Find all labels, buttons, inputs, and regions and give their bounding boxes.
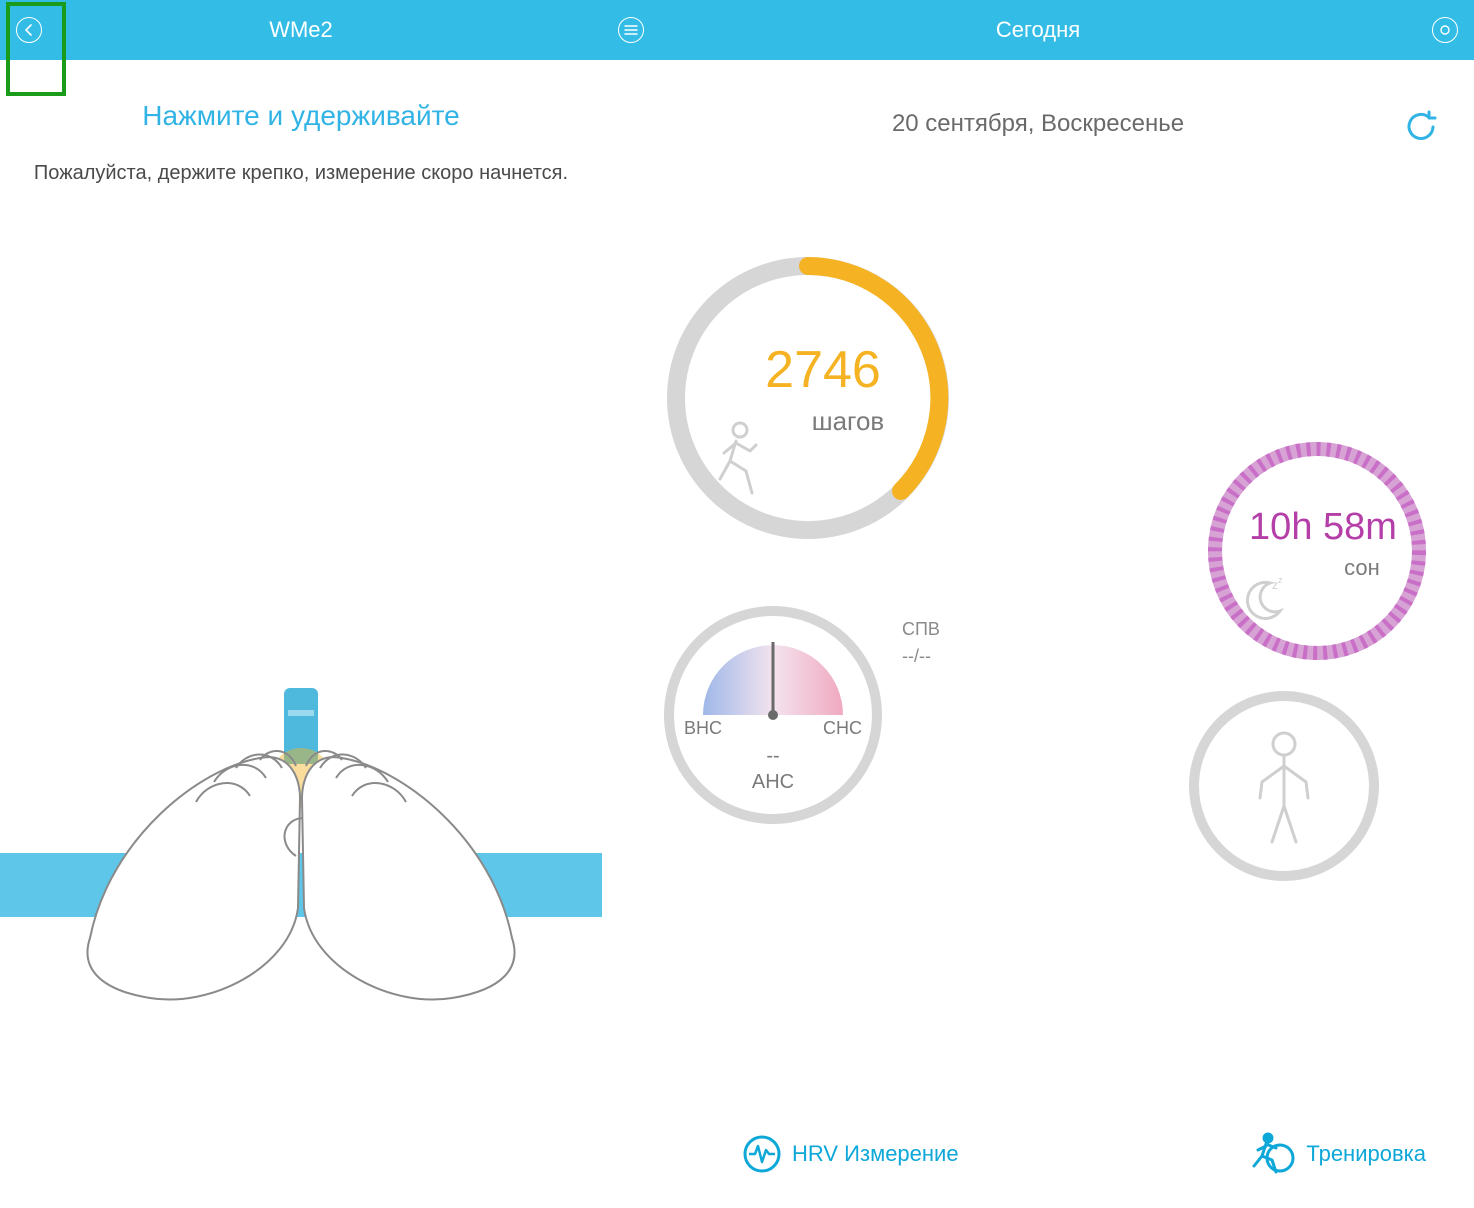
spw-block: СПВ --/-- bbox=[902, 616, 940, 670]
record-button[interactable] bbox=[1430, 15, 1460, 45]
header-title: Сегодня bbox=[996, 17, 1080, 43]
gauge-ans-label: АНС bbox=[658, 771, 888, 794]
moon-icon: z z bbox=[1236, 575, 1288, 632]
hrv-measure-button[interactable]: HRV Измерение bbox=[742, 1134, 959, 1174]
sleep-unit: сон bbox=[1344, 555, 1380, 581]
steps-unit: шагов bbox=[812, 406, 885, 437]
walk-icon bbox=[706, 421, 768, 504]
hrv-label: HRV Измерение bbox=[792, 1141, 959, 1167]
svg-text:z: z bbox=[1278, 575, 1283, 585]
gauge-value: -- bbox=[658, 745, 888, 768]
running-icon bbox=[1250, 1132, 1296, 1176]
spw-label: СПВ bbox=[902, 616, 940, 643]
date-row: 20 сентября, Воскресенье bbox=[602, 110, 1474, 138]
header-title: WMe2 bbox=[269, 17, 333, 43]
steps-card[interactable]: 2746 шагов bbox=[658, 248, 958, 548]
gauge-vns-label: ВНС bbox=[684, 718, 722, 739]
header-left: WMe2 bbox=[0, 0, 602, 60]
hands-illustration bbox=[0, 648, 602, 1068]
screen-dashboard: Сегодня 20 сентября, Воскресенье 2746 ша… bbox=[602, 0, 1474, 1208]
menu-button[interactable] bbox=[616, 15, 646, 45]
bottom-bar: HRV Измерение Тренировка bbox=[602, 1124, 1474, 1184]
training-label: Тренировка bbox=[1306, 1141, 1426, 1167]
tutorial-highlight-box bbox=[6, 2, 66, 96]
spw-value: --/-- bbox=[902, 643, 940, 670]
sleep-value: 10h 58m bbox=[1249, 506, 1397, 549]
date-label: 20 сентября, Воскресенье bbox=[892, 110, 1184, 138]
target-icon bbox=[1432, 17, 1458, 43]
ans-gauge bbox=[658, 600, 888, 830]
instruction-subtitle: Пожалуйста, держите крепко, измерение ск… bbox=[0, 158, 602, 188]
ans-gauge-card[interactable]: ВНС СНС -- АНС bbox=[658, 600, 888, 830]
menu-icon bbox=[618, 17, 644, 43]
body-ring-svg bbox=[1184, 686, 1384, 886]
steps-value: 2746 bbox=[765, 340, 881, 400]
instruction-title: Нажмите и удерживайте bbox=[0, 100, 602, 132]
training-button[interactable]: Тренировка bbox=[1250, 1132, 1426, 1176]
hrv-icon bbox=[742, 1134, 782, 1174]
body-card[interactable] bbox=[1184, 686, 1384, 886]
dashboard-area: 2746 шагов bbox=[602, 138, 1474, 1038]
header-right: Сегодня bbox=[602, 0, 1474, 60]
gauge-sns-label: СНС bbox=[823, 718, 862, 739]
sleep-card[interactable]: 10h 58m сон z z bbox=[1202, 436, 1432, 666]
person-icon bbox=[1260, 733, 1308, 842]
screen-measurement: WMe2 Нажмите и удерживайте Пожалуйста, д… bbox=[0, 0, 602, 1208]
